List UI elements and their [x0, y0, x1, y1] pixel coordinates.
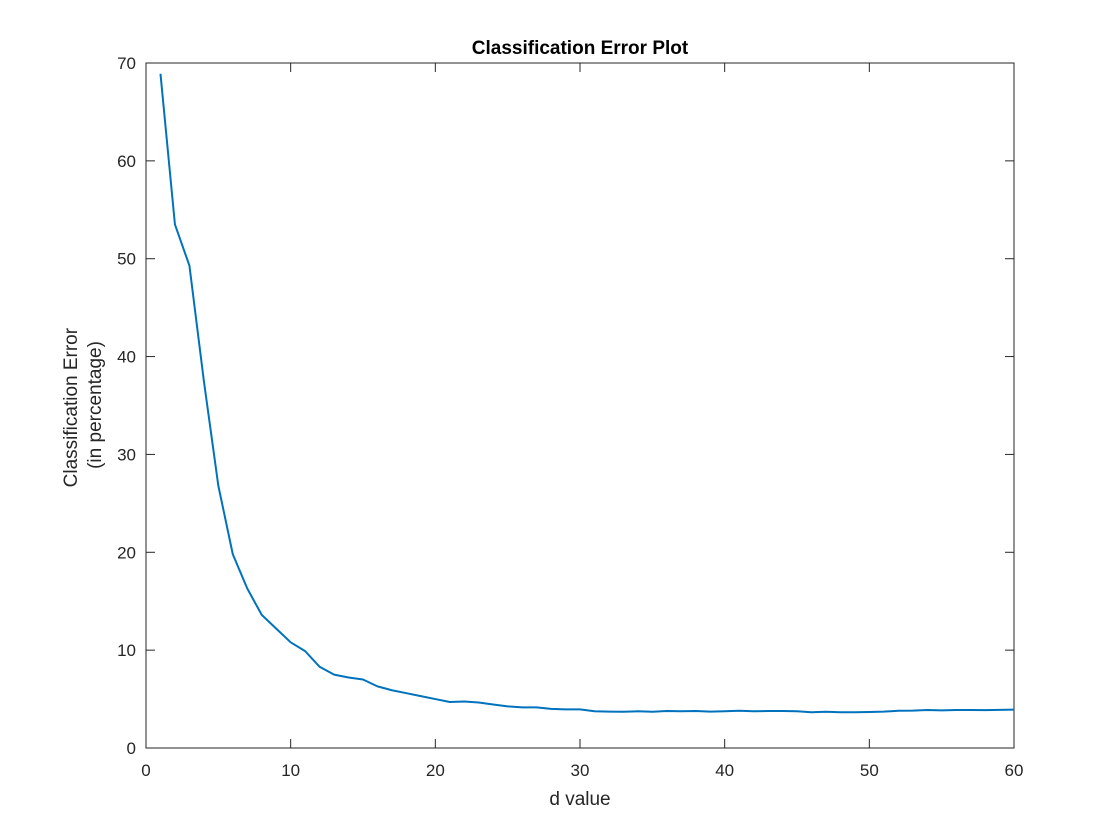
data-point [984, 709, 986, 711]
y-tick-label: 30 [117, 445, 136, 464]
data-point [478, 701, 480, 703]
data-point [738, 710, 740, 712]
data-point [825, 711, 827, 713]
data-point [622, 711, 624, 713]
data-point [434, 698, 436, 700]
y-axis-label-line-1: Classification Error [61, 327, 82, 487]
data-point [521, 706, 523, 708]
data-point [651, 711, 653, 713]
data-point [941, 709, 943, 711]
data-point [593, 710, 595, 712]
data-point [695, 710, 697, 712]
data-point [666, 710, 668, 712]
data-point [926, 709, 928, 711]
x-tick-label: 40 [715, 761, 734, 780]
data-point [463, 701, 465, 703]
data-point [275, 628, 277, 630]
data-point [362, 679, 364, 681]
data-point [420, 695, 422, 697]
data-point [883, 711, 885, 713]
data-point [796, 710, 798, 712]
data-point [348, 677, 350, 679]
data-point [333, 674, 335, 676]
data-point [536, 706, 538, 708]
x-axis-label: d value [549, 789, 610, 810]
data-point [203, 380, 205, 382]
x-tick-label: 10 [281, 761, 300, 780]
data-point [304, 650, 306, 652]
data-series-line [159, 73, 1015, 714]
x-tick-label: 50 [860, 761, 879, 780]
data-point [376, 685, 378, 687]
data-point [507, 705, 509, 707]
data-point [767, 710, 769, 712]
data-point [608, 711, 610, 713]
x-tick-label: 20 [426, 761, 445, 780]
y-tick-label: 40 [117, 348, 136, 367]
data-point [782, 710, 784, 712]
data-point [232, 553, 234, 555]
data-point [854, 711, 856, 713]
data-point [999, 709, 1001, 711]
data-point [550, 708, 552, 710]
data-point [637, 710, 639, 712]
data-point [405, 692, 407, 694]
data-point [159, 73, 161, 75]
data-point [709, 711, 711, 713]
y-tick-label: 60 [117, 152, 136, 171]
data-point [897, 710, 899, 712]
data-point [680, 710, 682, 712]
data-point [188, 265, 190, 267]
y-tick-label: 20 [117, 543, 136, 562]
data-point [261, 614, 263, 616]
x-tick-label: 60 [1005, 761, 1024, 780]
y-tick-label: 70 [117, 54, 136, 73]
y-axis: 0 10 20 30 40 50 60 70 [117, 54, 1014, 758]
data-point [912, 710, 914, 712]
data-point [1013, 709, 1015, 711]
y-axis-label-line-2: (in percentage) [85, 341, 106, 469]
data-point [391, 689, 393, 691]
data-point [753, 710, 755, 712]
y-axis-label: Classification Error (in percentage) [61, 323, 106, 488]
x-tick-label: 0 [141, 761, 150, 780]
data-point [839, 711, 841, 713]
y-tick-label: 10 [117, 641, 136, 660]
data-point [810, 711, 812, 713]
data-point [246, 587, 248, 589]
data-point [217, 485, 219, 487]
data-point [868, 711, 870, 713]
data-point [565, 708, 567, 710]
data-point [970, 709, 972, 711]
data-point [579, 708, 581, 710]
y-tick-label: 0 [127, 739, 136, 758]
data-point [174, 223, 176, 225]
data-point [290, 641, 292, 643]
data-point [319, 666, 321, 668]
x-axis: 0 10 20 30 40 50 60 [141, 63, 1023, 780]
plot-area: 0 10 20 30 40 50 60 0 10 20 30 40 50 60 70 [117, 54, 1023, 780]
data-point [955, 709, 957, 711]
data-point [724, 710, 726, 712]
y-tick-label: 50 [117, 250, 136, 269]
x-tick-label: 30 [571, 761, 590, 780]
chart-title: Classification Error Plot [472, 38, 689, 59]
data-point [449, 701, 451, 703]
data-point [492, 703, 494, 705]
